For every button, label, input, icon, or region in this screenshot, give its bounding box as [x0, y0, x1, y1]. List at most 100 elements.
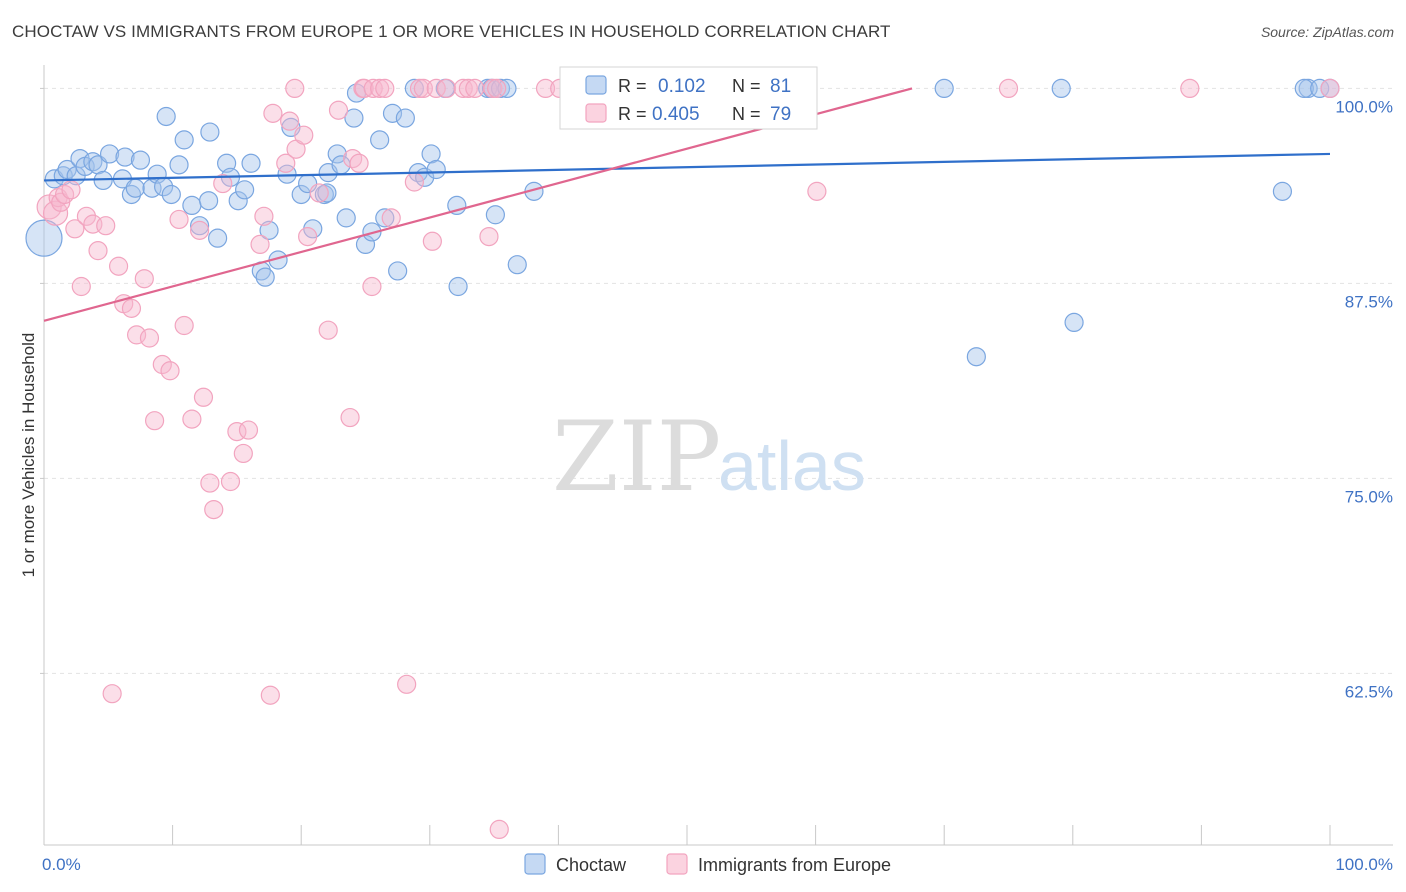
- y-tick-labels: 100.0% 87.5% 75.0% 62.5%: [1335, 97, 1393, 701]
- data-point: [263, 103, 283, 123]
- data-point: [375, 78, 395, 99]
- data-point: [336, 208, 356, 228]
- data-point: [395, 108, 415, 128]
- data-point: [453, 78, 473, 99]
- y-tick-label-3: 62.5%: [1345, 682, 1393, 701]
- data-point: [370, 78, 390, 99]
- y-tick-label-0: 100.0%: [1335, 97, 1393, 116]
- data-point: [1310, 78, 1330, 99]
- data-point: [213, 173, 233, 194]
- data-point: [807, 181, 827, 201]
- legend-r-label-choctaw: R =: [618, 76, 647, 96]
- data-point: [934, 78, 954, 99]
- legend-swatch-immigrants: [585, 103, 607, 123]
- watermark-zip: ZIP: [552, 401, 721, 513]
- data-point: [436, 78, 457, 99]
- data-point: [169, 209, 189, 230]
- data-point: [174, 130, 194, 150]
- trend-line-choctaw: [43, 152, 1331, 182]
- watermark-atlas: atlas: [718, 427, 866, 505]
- chart-title: CHOCTAW VS IMMIGRANTS FROM EUROPE 1 OR M…: [12, 22, 891, 41]
- data-point: [125, 178, 145, 198]
- data-point: [318, 320, 338, 340]
- data-point: [139, 328, 160, 348]
- x-tick-label-min: 0.0%: [42, 855, 81, 874]
- bottom-legend-swatch-choctaw: [524, 853, 546, 875]
- legend-n-value-immigrants: 79: [770, 104, 791, 125]
- data-point: [317, 183, 337, 203]
- data-point: [238, 420, 259, 440]
- data-point: [362, 276, 382, 297]
- data-point: [156, 106, 176, 127]
- series-immigrants-from-europe-points: [36, 78, 1340, 840]
- x-tick-label-max: 100.0%: [1335, 855, 1393, 874]
- data-point: [382, 103, 403, 123]
- data-point: [370, 130, 390, 150]
- data-point: [426, 159, 446, 180]
- data-point: [1051, 78, 1071, 99]
- data-point: [998, 78, 1019, 99]
- data-point: [200, 473, 220, 493]
- data-point: [426, 78, 446, 99]
- data-point: [507, 255, 527, 275]
- data-point: [61, 180, 81, 200]
- data-point: [174, 315, 194, 336]
- data-point: [421, 144, 441, 164]
- data-point: [169, 155, 189, 175]
- data-point: [485, 205, 505, 225]
- data-point: [328, 100, 349, 120]
- data-point: [220, 471, 241, 492]
- data-point: [76, 206, 97, 226]
- data-point: [1180, 78, 1200, 99]
- data-point: [298, 227, 318, 247]
- data-point: [108, 256, 129, 276]
- bottom-legend-label-immigrants: Immigrants from Europe: [698, 855, 891, 875]
- legend-r-value-choctaw: 0.102: [658, 76, 706, 97]
- axes: [40, 65, 1393, 846]
- data-point: [966, 347, 986, 367]
- bottom-legend-label-choctaw: Choctaw: [556, 855, 627, 875]
- bottom-legend-swatch-immigrants: [666, 853, 688, 875]
- data-point: [1294, 78, 1314, 99]
- legend-n-value-choctaw: 81: [770, 76, 791, 97]
- data-point: [233, 443, 253, 464]
- stats-legend: R = 0.102 N = 81 R = 0.405 N = 79: [559, 66, 818, 130]
- data-point: [65, 219, 85, 239]
- data-point: [42, 200, 69, 226]
- data-point: [96, 216, 116, 236]
- data-point: [71, 276, 91, 297]
- data-point: [160, 361, 180, 381]
- data-point: [349, 153, 369, 173]
- data-point: [388, 261, 408, 281]
- data-point: [250, 234, 270, 254]
- data-point: [489, 819, 509, 840]
- data-point: [190, 220, 210, 240]
- data-point: [458, 78, 478, 99]
- data-point: [381, 208, 401, 228]
- data-point: [344, 108, 364, 128]
- data-point: [497, 78, 517, 99]
- data-point: [83, 152, 103, 172]
- data-point: [422, 231, 442, 251]
- data-point: [144, 411, 165, 431]
- data-point: [1272, 181, 1293, 201]
- watermark: ZIP atlas: [552, 401, 866, 513]
- data-point: [121, 298, 142, 318]
- data-point: [228, 191, 248, 211]
- data-point: [397, 674, 417, 694]
- data-point: [204, 500, 224, 520]
- data-point: [182, 195, 202, 215]
- legend-n-label-immigrants: N =: [732, 104, 761, 124]
- data-point: [487, 78, 507, 99]
- data-point: [465, 78, 485, 99]
- data-point: [276, 153, 296, 173]
- data-point: [327, 144, 347, 164]
- data-point: [190, 216, 210, 236]
- data-point: [99, 144, 120, 164]
- y-tick-label-1: 87.5%: [1345, 292, 1393, 311]
- legend-n-label-choctaw: N =: [732, 76, 761, 96]
- chart-source: Source: ZipAtlas.com: [1260, 24, 1394, 40]
- data-point: [404, 172, 424, 192]
- data-point: [88, 241, 108, 261]
